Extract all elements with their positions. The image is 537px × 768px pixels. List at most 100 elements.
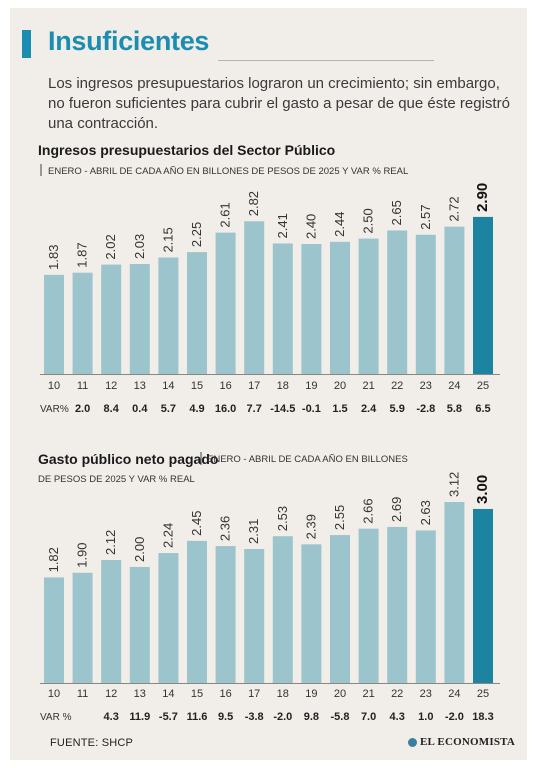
gasto-x-tick-16: 16	[219, 688, 231, 700]
gasto-x-tick-22: 22	[391, 688, 403, 700]
ingresos-x-tick-24: 24	[448, 380, 460, 392]
gasto-value-label-12: 2.12	[103, 530, 118, 555]
gasto-x-tick-24: 24	[448, 688, 460, 700]
gasto-bar-11	[72, 572, 93, 683]
gasto-var-value-20: -5.8	[331, 711, 350, 723]
ingresos-var-value-14: 5.7	[161, 403, 176, 415]
gasto-bar-22	[387, 526, 408, 683]
gasto-value-label-20: 2.55	[332, 505, 347, 530]
gasto-var-value-12: 4.3	[104, 711, 119, 723]
gasto-value-label-25: 3.00	[474, 475, 491, 504]
gasto-x-tick-18: 18	[277, 688, 289, 700]
source-note: FUENTE: SHCP	[50, 737, 134, 749]
ingresos-bar-19	[301, 244, 322, 374]
gasto-bar-15	[187, 540, 207, 683]
ingresos-x-tick-18: 18	[277, 380, 289, 392]
gasto-x-tick-17: 17	[248, 688, 260, 700]
gasto-bar-21	[358, 528, 379, 683]
ingresos-x-tick-10: 10	[48, 380, 60, 392]
brand-name: EL ECONOMISTA	[420, 736, 515, 748]
ingresos-x-tick-17: 17	[248, 380, 260, 392]
gasto-var-value-25: 18.3	[472, 711, 493, 723]
gasto-var-value-23: 1.0	[418, 711, 433, 723]
ingresos-x-tick-12: 12	[105, 380, 117, 392]
gasto-x-tick-19: 19	[305, 688, 317, 700]
gasto-var-value-17: -3.8	[245, 711, 264, 723]
ingresos-bar-18	[272, 243, 293, 374]
ingresos-value-label-17: 2.82	[246, 191, 261, 216]
gasto-chart-title: Gasto público neto pagado	[38, 451, 218, 467]
ingresos-var-value-20: 1.5	[332, 403, 347, 415]
gasto-bar-19	[301, 544, 322, 683]
ingresos-bar-11	[72, 272, 93, 374]
gasto-bar-10	[44, 577, 64, 683]
ingresos-bar-25	[473, 216, 493, 374]
ingresos-value-label-20: 2.44	[332, 212, 347, 237]
gasto-value-label-18: 2.53	[275, 506, 290, 531]
ingresos-value-label-14: 2.15	[160, 227, 175, 252]
ingresos-value-label-11: 1.87	[75, 242, 90, 267]
ingresos-var-value-23: -2.8	[416, 403, 435, 415]
ingresos-chart-title: Ingresos presupuestarios del Sector Públ…	[38, 142, 335, 158]
gasto-x-tick-21: 21	[362, 688, 374, 700]
gasto-chart-subtitle-line2: DE PESOS DE 2025 Y VAR % REAL	[38, 474, 195, 485]
ingresos-bar-10	[44, 274, 64, 374]
ingresos-value-label-16: 2.61	[218, 202, 233, 227]
ingresos-value-label-23: 2.57	[418, 204, 433, 229]
ingresos-value-label-18: 2.41	[275, 213, 290, 238]
ingresos-value-label-21: 2.50	[361, 208, 376, 233]
gasto-var-value-24: -2.0	[445, 711, 464, 723]
ingresos-var-value-25: 6.5	[475, 403, 490, 415]
ingresos-bar-13	[129, 264, 150, 374]
ingresos-var-value-19: -0.1	[302, 403, 321, 415]
gasto-x-tick-23: 23	[420, 688, 432, 700]
gasto-bar-18	[272, 536, 293, 683]
ingresos-value-label-13: 2.03	[132, 234, 147, 259]
gasto-var-value-22: 4.3	[390, 711, 405, 723]
ingresos-var-value-13: 0.4	[132, 403, 148, 415]
ingresos-bar-21	[358, 238, 379, 374]
ingresos-value-label-12: 2.02	[103, 234, 118, 259]
ingresos-x-tick-14: 14	[162, 380, 174, 392]
gasto-x-tick-15: 15	[191, 688, 203, 700]
gasto-value-label-21: 2.66	[361, 498, 376, 523]
gasto-bar-14	[158, 553, 179, 683]
ingresos-x-tick-25: 25	[477, 380, 489, 392]
ingresos-bar-15	[187, 252, 207, 374]
ingresos-bar-16	[215, 232, 236, 374]
gasto-chart-subtitle-line1: ENERO - ABRIL DE CADA AÑO EN BILLONES	[207, 454, 408, 465]
gasto-value-label-22: 2.69	[389, 497, 404, 522]
ingresos-x-tick-23: 23	[420, 380, 432, 392]
ingresos-var-label: VAR%	[40, 404, 69, 415]
ingresos-x-tick-21: 21	[362, 380, 374, 392]
ingresos-bar-24	[444, 226, 465, 374]
ingresos-bar-23	[415, 234, 436, 374]
gasto-bar-23	[415, 530, 436, 683]
gasto-x-tick-13: 13	[134, 688, 146, 700]
gasto-value-label-13: 2.00	[132, 537, 147, 562]
ingresos-var-value-16: 16.0	[215, 403, 236, 415]
headline: Insuficientes	[48, 26, 210, 56]
intro-text: Los ingresos presupuestarios lograron un…	[48, 75, 510, 132]
gasto-var-value-13: 11.9	[129, 711, 150, 723]
ingresos-var-value-24: 5.8	[447, 403, 462, 415]
ingresos-bar-14	[158, 257, 179, 374]
gasto-bar-24	[444, 502, 465, 683]
gasto-x-tick-10: 10	[48, 688, 60, 700]
ingresos-value-label-10: 1.83	[46, 245, 61, 270]
gasto-value-label-17: 2.31	[246, 519, 261, 544]
gasto-var-value-19: 9.8	[304, 711, 319, 723]
gasto-bar-16	[215, 546, 236, 683]
infographic-card: Insuficientes Los ingresos presupuestari…	[10, 8, 527, 760]
ingresos-chart-subtitle: ENERO - ABRIL DE CADA AÑO EN BILLONES DE…	[48, 166, 408, 177]
gasto-x-tick-12: 12	[105, 688, 117, 700]
gasto-var-value-14: -5.7	[159, 711, 178, 723]
ingresos-bar-20	[330, 241, 350, 374]
headline-rule	[218, 60, 434, 61]
gasto-x-tick-11: 11	[77, 688, 88, 700]
ingresos-var-value-17: 7.7	[247, 403, 262, 415]
gasto-x-tick-14: 14	[162, 688, 174, 700]
gasto-value-label-11: 1.90	[75, 542, 90, 567]
ingresos-var-value-18: -14.5	[270, 403, 295, 415]
ingresos-x-tick-11: 11	[77, 380, 88, 392]
